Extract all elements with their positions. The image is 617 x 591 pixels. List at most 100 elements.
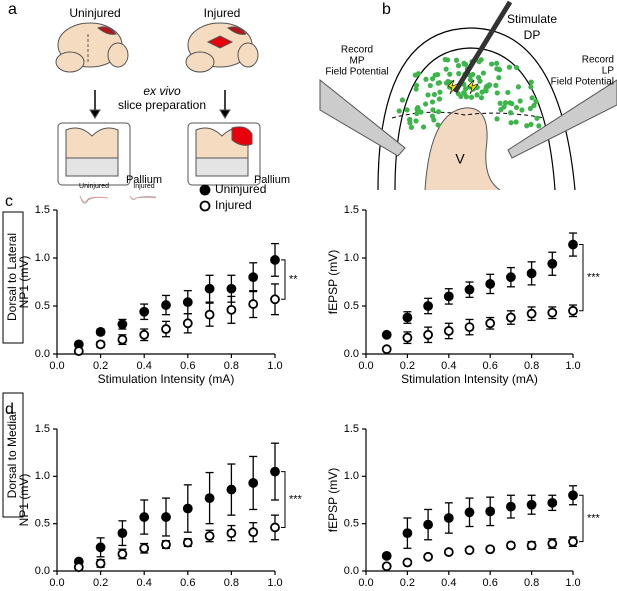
point (95, 327, 106, 337)
y-tick-label: 0.0 (35, 565, 50, 577)
cell-dot (468, 94, 475, 100)
cell-dot (483, 88, 489, 94)
cell-dot (429, 113, 436, 119)
cell-dot (406, 117, 413, 123)
cell-dot (501, 104, 507, 110)
point (381, 561, 392, 572)
label: Record (582, 55, 614, 66)
point (182, 503, 193, 514)
point (443, 513, 454, 523)
x-tick-label: 1.0 (565, 577, 580, 589)
y-tick-label: 1.5 (35, 423, 50, 435)
point (117, 549, 128, 559)
y-axis-label: fEPSP (mV) (326, 468, 340, 532)
cell-dot (513, 104, 520, 111)
panel-label: b (382, 1, 391, 18)
label: V (455, 151, 465, 167)
row-label: Dorsal to Lateral (5, 233, 19, 321)
x-tick-label: 0.6 (180, 577, 195, 589)
cell-dot (445, 78, 451, 85)
cell-dot (496, 75, 502, 81)
cell-dot (494, 90, 500, 96)
y-tick-label: 0.0 (344, 565, 359, 577)
point (443, 547, 454, 557)
cell-dot (437, 89, 443, 95)
label: ex vivo (143, 84, 181, 98)
y-tick-label: 1.0 (344, 470, 359, 482)
cell-dot (422, 101, 429, 107)
cell-dot (528, 79, 534, 85)
point (464, 322, 475, 333)
cell-dot (528, 121, 534, 127)
significance-bracket (281, 259, 286, 300)
cell-dot (476, 59, 482, 65)
cell-dot (506, 64, 513, 70)
point (117, 319, 128, 330)
cell-dot (413, 82, 420, 88)
x-tick-label: 0.6 (180, 360, 195, 372)
point (139, 543, 150, 554)
cell-dot (496, 67, 503, 73)
inset-label: Uninjured (79, 183, 109, 190)
point (568, 490, 578, 501)
x-tick-label: 0.6 (483, 360, 498, 372)
cell-dot (467, 77, 474, 83)
point (117, 334, 128, 345)
x-tick-label: 0.4 (441, 577, 456, 589)
cell-dot (479, 89, 485, 95)
significance-bracket (579, 244, 584, 312)
cell-dot (461, 90, 467, 96)
cell-dot (431, 91, 438, 98)
cell-dot (429, 99, 436, 105)
point (485, 279, 496, 289)
point (485, 506, 496, 517)
cell-dot (432, 72, 438, 78)
point (402, 332, 413, 343)
point (443, 291, 454, 302)
point (381, 550, 392, 561)
point (381, 329, 392, 340)
y-axis-label: fEPSP (mV) (326, 250, 340, 314)
point (270, 255, 280, 265)
point (248, 299, 259, 309)
x-tick-label: 1.0 (267, 360, 282, 372)
cell-dot (435, 109, 442, 115)
cell-dot (436, 96, 443, 102)
point (117, 528, 128, 539)
point (73, 346, 84, 357)
cell-dot (531, 102, 537, 109)
cell-dot (475, 74, 482, 81)
point (505, 540, 516, 551)
point (423, 551, 434, 562)
cell-dot (415, 71, 422, 77)
point (161, 324, 171, 334)
cell-dot (502, 100, 509, 106)
point (402, 528, 413, 539)
point (423, 329, 434, 340)
label: Injured (204, 6, 241, 20)
y-axis-label: NP1 (mV) (17, 474, 31, 527)
inset-label: Injured (133, 183, 155, 190)
point (204, 309, 215, 320)
point (402, 312, 413, 323)
x-tick-label: 1.0 (565, 360, 580, 372)
x-tick-label: 0.4 (137, 577, 152, 589)
point (526, 499, 537, 510)
cell-dot (517, 98, 523, 104)
x-tick-label: 0.0 (49, 577, 64, 589)
cell-dot (478, 95, 485, 101)
x-tick-label: 0.8 (224, 577, 239, 589)
inset-traces (79, 195, 157, 204)
significance-bracket (281, 471, 286, 528)
cell-dot (463, 86, 469, 92)
point (182, 318, 193, 329)
x-tick-label: 0.2 (93, 360, 108, 372)
point (526, 540, 537, 551)
label: Record (341, 45, 373, 56)
panel-label: a (8, 1, 17, 18)
point (139, 306, 150, 317)
y-tick-label: 0.5 (35, 300, 50, 312)
x-tick-label: 0.0 (358, 360, 373, 372)
x-tick-label: 0.8 (524, 577, 539, 589)
